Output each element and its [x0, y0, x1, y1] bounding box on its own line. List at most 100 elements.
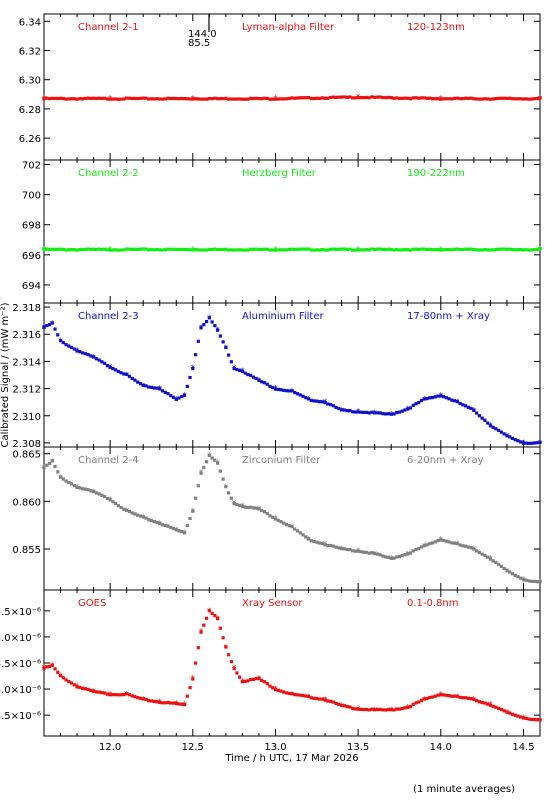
data-point — [174, 528, 178, 532]
data-point — [53, 327, 57, 331]
data-point — [103, 691, 107, 695]
data-point: * — [372, 550, 377, 560]
data-point — [447, 97, 451, 101]
data-point — [83, 96, 87, 101]
data-point — [246, 679, 250, 683]
data-point — [348, 547, 352, 552]
data-point — [433, 694, 437, 698]
channel-label: Channel 2-1 — [78, 22, 139, 33]
data-point — [265, 511, 269, 516]
data-point — [273, 517, 278, 521]
data-point — [328, 543, 333, 548]
data-point — [293, 527, 297, 531]
data-point: * — [306, 693, 311, 703]
data-point — [204, 616, 209, 620]
data-point — [331, 95, 335, 99]
data-point — [171, 96, 176, 100]
data-point — [450, 398, 454, 402]
data-point — [185, 523, 189, 528]
data-point — [147, 699, 151, 703]
data-point — [136, 96, 140, 101]
data-point — [461, 696, 465, 700]
data-point: * — [41, 246, 46, 256]
data-point: * — [388, 410, 393, 420]
data-point — [287, 248, 291, 252]
data-point — [521, 248, 526, 252]
panel-frame — [43, 589, 541, 737]
data-point — [320, 248, 324, 252]
data-point — [472, 697, 476, 702]
data-point — [513, 713, 517, 717]
data-point — [251, 247, 256, 252]
data-point — [116, 504, 120, 508]
data-point — [306, 397, 311, 401]
data-point: * — [240, 367, 245, 377]
band-label: 6-20nm + Xray — [407, 455, 484, 466]
data-point — [279, 97, 283, 101]
data-point: * — [537, 578, 542, 588]
data-point: * — [322, 696, 327, 706]
data-point — [312, 96, 316, 101]
data-point — [89, 354, 93, 358]
data-point — [238, 97, 242, 101]
data-point — [400, 554, 404, 558]
data-point — [193, 248, 198, 252]
data-point — [516, 248, 520, 252]
data-point — [477, 700, 481, 704]
data-point: * — [157, 698, 162, 708]
data-point — [326, 543, 330, 548]
data-point — [72, 97, 76, 101]
data-point — [386, 412, 391, 416]
data-point — [505, 710, 509, 714]
data-point — [497, 247, 501, 251]
data-point: * — [215, 615, 220, 625]
data-point — [381, 554, 385, 558]
data-point — [174, 96, 178, 101]
data-point — [340, 95, 344, 99]
data-point — [105, 363, 109, 368]
data-point — [207, 609, 211, 613]
data-point — [180, 96, 184, 101]
data-point — [441, 248, 446, 252]
data-point — [430, 695, 435, 699]
data-point — [229, 97, 233, 101]
data-point — [521, 441, 526, 445]
data-point: * — [91, 688, 96, 698]
data-point — [425, 96, 429, 100]
y-tick-label: 702 — [22, 161, 41, 172]
data-point: * — [455, 540, 460, 550]
data-point — [114, 97, 118, 101]
data-point: * — [537, 246, 542, 256]
data-point — [185, 694, 189, 698]
data-point: * — [91, 488, 96, 498]
data-point — [218, 626, 222, 630]
data-point — [177, 247, 181, 252]
data-point — [406, 407, 410, 411]
data-point: * — [174, 395, 179, 405]
data-point — [100, 96, 104, 100]
data-point — [174, 701, 178, 706]
data-point — [251, 96, 256, 101]
data-point — [334, 701, 338, 706]
data-point: * — [124, 507, 129, 517]
y-tick-label: 0.860 — [12, 497, 41, 508]
data-point — [188, 248, 192, 252]
data-point: * — [140, 382, 145, 392]
data-point — [279, 248, 283, 252]
data-point — [411, 247, 415, 251]
data-point — [315, 696, 319, 701]
data-point — [397, 410, 402, 414]
data-point — [317, 541, 322, 545]
data-point — [92, 247, 96, 251]
data-point: * — [207, 452, 212, 462]
data-point — [108, 97, 112, 101]
data-point — [519, 248, 523, 252]
data-point — [290, 525, 294, 529]
data-point — [193, 661, 198, 665]
data-point: * — [355, 93, 360, 103]
y-tick-label: 2.310 — [12, 412, 41, 423]
data-point — [408, 406, 413, 410]
data-point — [227, 248, 231, 252]
data-point — [293, 96, 297, 100]
